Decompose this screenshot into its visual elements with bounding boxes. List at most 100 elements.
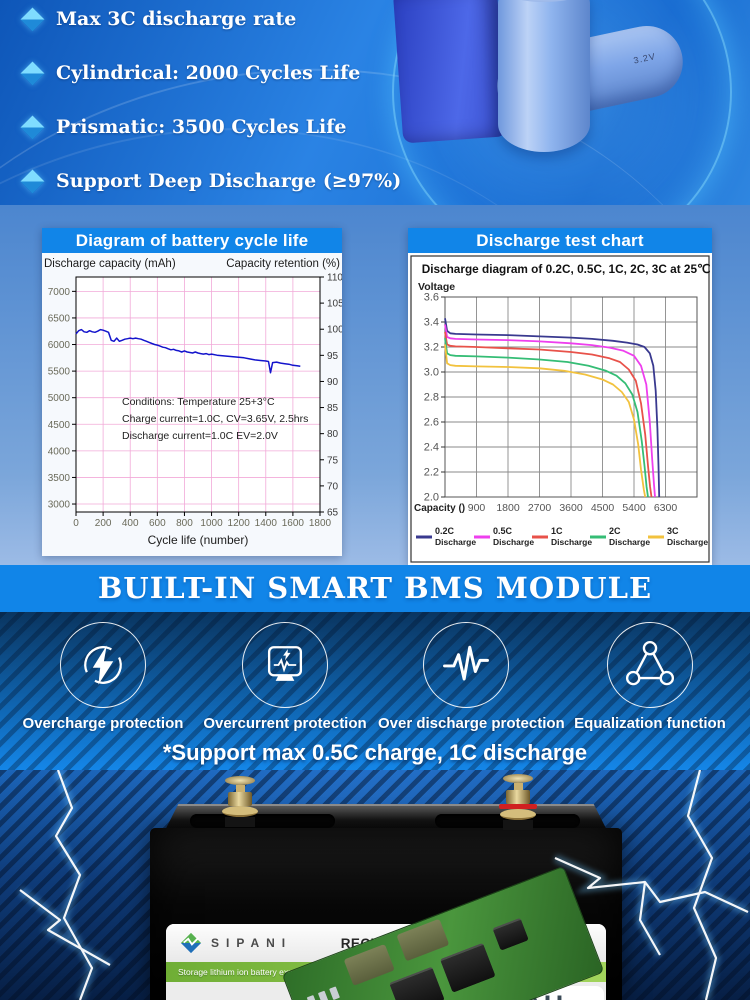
diamond-bullet-icon [20,6,45,32]
terminal-stem [235,785,245,792]
pcb-pad [306,994,318,1000]
discharge-test-chart-body: Discharge diagram of 0.2C, 0.5C, 1C, 2C,… [408,253,712,565]
svg-text:600: 600 [149,518,166,529]
svg-text:0.5C: 0.5C [493,526,513,536]
svg-text:6300: 6300 [654,502,678,514]
discharge-test-panel-title: Discharge test chart [408,228,712,253]
svg-text:0: 0 [73,518,79,529]
svg-text:85: 85 [327,403,339,414]
svg-text:Discharge current=1.0C EV=2.0V: Discharge current=1.0C EV=2.0V [122,430,278,442]
svg-text:1000: 1000 [200,518,223,529]
feature-item: Cylindrical: 2000 Cycles Life [20,46,401,100]
svg-text:100: 100 [327,325,342,336]
svg-text:4500: 4500 [48,420,71,431]
svg-text:Discharge: Discharge [609,537,650,547]
features-section: 3.2V Max 3C discharge rate Cylindrical: … [0,0,750,205]
svg-text:Discharge diagram of 0.2C, 0.5: Discharge diagram of 0.2C, 0.5C, 1C, 2C,… [422,262,711,276]
svg-text:400: 400 [122,518,139,529]
feature-label: Support Deep Discharge (≥97%) [56,170,402,192]
cycle-life-panel-title: Diagram of battery cycle life [42,228,342,253]
svg-text:110: 110 [327,273,342,284]
svg-text:Discharge capacity (mAh): Discharge capacity (mAh) [44,258,176,270]
svg-text:Discharge: Discharge [493,537,534,547]
svg-text:3C: 3C [667,526,679,536]
svg-text:4500: 4500 [591,502,615,514]
battery-terminal-positive [490,774,546,830]
svg-text:2.8: 2.8 [424,392,439,404]
svg-text:Discharge: Discharge [435,537,476,547]
diamond-bullet-icon [20,114,45,140]
pcb-chip [389,966,445,1000]
svg-text:Capacity (): Capacity () [414,503,465,514]
svg-text:800: 800 [176,518,193,529]
pcb-pad [317,990,329,1000]
svg-text:Cycle life (number): Cycle life (number) [148,533,249,547]
triangle-nodes-icon [607,622,693,708]
svg-text:1800: 1800 [309,518,332,529]
svg-text:2C: 2C [609,526,621,536]
cylindrical-cell-standing-image [498,0,590,152]
svg-text:900: 900 [468,502,486,514]
terminal-stem [513,783,523,790]
terminal-base [225,817,255,827]
svg-text:7000: 7000 [48,287,71,298]
feature-item: Max 3C discharge rate [20,0,401,46]
terminal-body [506,790,530,804]
svg-text:6000: 6000 [48,340,71,351]
feature-label: Prismatic: 3500 Cycles Life [56,116,347,138]
svg-text:1400: 1400 [255,518,278,529]
sipani-logo-icon [180,932,202,954]
protection-label: Overcurrent protection [203,715,367,732]
support-note: *Support max 0.5C charge, 1C discharge [162,740,588,765]
monitor-pulse-icon [242,622,328,708]
svg-text:3.4: 3.4 [424,317,439,329]
svg-text:200: 200 [95,518,112,529]
cycle-life-chart-body: Discharge capacity (mAh) Capacity retenti… [42,253,344,556]
svg-text:3.6: 3.6 [424,292,439,304]
svg-text:5500: 5500 [48,367,71,378]
svg-text:Discharge: Discharge [667,537,708,547]
feature-item: Prismatic: 3500 Cycles Life [20,100,401,154]
cycle-life-panel: Diagram of battery cycle life Discharge … [42,228,344,556]
bms-banner: BUILT-IN SMART BMS MODULE [0,565,750,612]
feature-label: Cylindrical: 2000 Cycles Life [56,62,361,84]
svg-text:2700: 2700 [528,502,552,514]
svg-text:0.2C: 0.2C [435,526,455,536]
discharge-test-chart: Discharge diagram of 0.2C, 0.5C, 1C, 2C,… [410,255,711,563]
brand-name: SIPANI [211,936,293,950]
charts-section: Diagram of battery cycle life Discharge … [0,205,750,565]
terminal-flange [222,806,258,817]
svg-text:1600: 1600 [282,518,305,529]
svg-text:3000: 3000 [48,500,71,511]
svg-text:3.0: 3.0 [424,367,439,379]
svg-text:Voltage: Voltage [418,281,455,293]
cell-voltage-marking: 3.2V [632,51,657,66]
prismatic-cell-image [392,0,508,144]
svg-text:Conditions: Temperature 25+3°C: Conditions: Temperature 25+3°C [122,396,275,408]
protection-label: Equalization function [574,715,726,732]
pcb-chip [439,942,496,993]
svg-text:2.4: 2.4 [424,442,439,454]
cycle-life-chart: Discharge capacity (mAh) Capacity retenti… [44,258,344,547]
diamond-bullet-icon [20,168,45,194]
protections-section: Overcharge protection Overcurrent protec… [0,612,750,770]
positive-red-ring [499,804,537,809]
feature-item: Support Deep Discharge (≥97%) [20,154,402,205]
feature-label: Max 3C discharge rate [56,8,297,30]
svg-text:80: 80 [327,429,339,440]
svg-text:3500: 3500 [48,473,71,484]
label-tagline: Storage lithium ion battery expert [178,967,303,977]
svg-text:3600: 3600 [559,502,583,514]
svg-text:2.0: 2.0 [424,492,439,504]
svg-text:Capacity retention (%): Capacity retention (%) [226,258,340,270]
svg-text:Discharge: Discharge [551,537,592,547]
wing-nut [225,776,255,785]
svg-text:75: 75 [327,455,339,466]
pulse-line-icon [423,622,509,708]
svg-text:1200: 1200 [228,518,251,529]
svg-text:2.6: 2.6 [424,417,439,429]
svg-text:5000: 5000 [48,393,71,404]
bms-banner-text: BUILT-IN SMART BMS MODULE [97,571,653,605]
protection-overcharge: Overcharge protection [15,622,191,732]
